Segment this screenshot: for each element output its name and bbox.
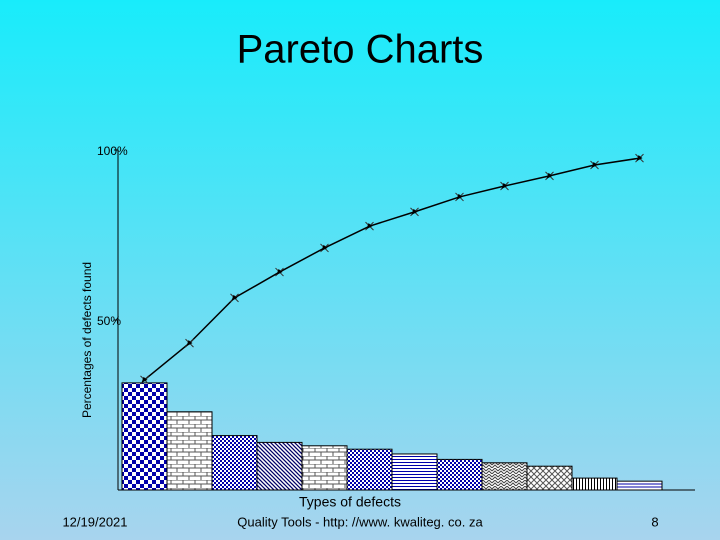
bar <box>436 458 483 491</box>
arrow-marker <box>591 161 598 168</box>
arrow-marker <box>546 172 553 179</box>
arrow-marker <box>636 155 643 162</box>
page-number: 8 <box>651 514 658 529</box>
cumulative-line <box>144 157 640 381</box>
bar <box>481 462 528 491</box>
arrow-marker <box>186 340 193 347</box>
footer-source: Quality Tools - http: //www. kwaliteg. c… <box>237 514 483 529</box>
bar <box>301 445 348 491</box>
arrow-marker <box>456 193 463 200</box>
y-tick-label: 100% <box>97 144 128 158</box>
footer-date: 12/19/2021 <box>62 514 127 529</box>
arrow-marker <box>501 183 508 190</box>
y-axis-label: Percentages of defects found <box>80 262 94 418</box>
x-axis-label: Types of defects <box>299 494 401 510</box>
arrow-marker <box>321 244 328 251</box>
bar <box>391 453 438 491</box>
bar <box>256 441 303 491</box>
bar <box>121 382 168 491</box>
bar <box>571 477 618 491</box>
arrow-marker <box>411 208 418 215</box>
bar <box>616 480 663 491</box>
arrow-marker <box>366 223 373 230</box>
bar <box>166 411 213 491</box>
bar <box>346 448 393 491</box>
arrow-marker <box>231 294 238 301</box>
arrow-marker <box>141 376 148 383</box>
arrow-marker <box>276 269 283 276</box>
bar <box>211 435 258 491</box>
y-tick-label: 50% <box>97 314 121 328</box>
bar <box>526 465 573 491</box>
slide-title: Pareto Charts <box>237 28 484 72</box>
